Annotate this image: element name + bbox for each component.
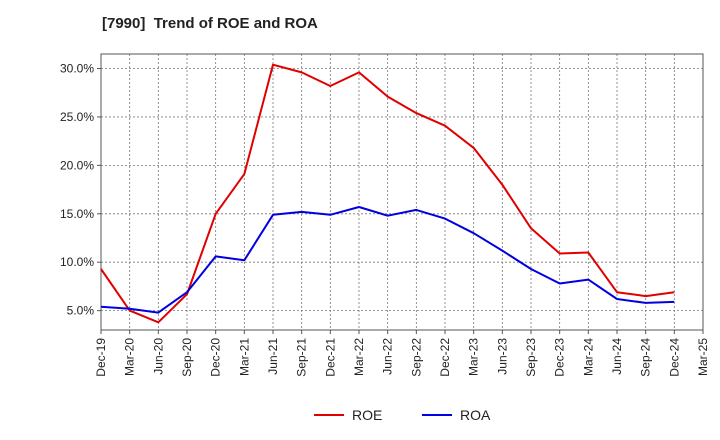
y-tick-label: 5.0%	[67, 304, 95, 318]
x-tick-label: Sep-22	[409, 338, 423, 377]
x-tick-label: Mar-20	[123, 338, 137, 376]
series-line-roa	[100, 206, 675, 314]
x-tick-label: Jun-22	[381, 338, 395, 375]
grid-vertical	[129, 54, 675, 330]
x-tick-label: Dec-22	[438, 338, 452, 377]
x-tick-label: Jun-20	[151, 338, 165, 375]
x-tick-label: Sep-24	[639, 338, 653, 377]
x-tick-label: Jun-21	[266, 338, 280, 375]
x-tick-label: Dec-23	[553, 338, 567, 377]
x-tick-label: Dec-19	[94, 338, 108, 377]
series-line-roe	[100, 63, 675, 324]
x-tick-label: Mar-25	[696, 338, 710, 376]
x-tick-label: Sep-23	[524, 338, 538, 377]
y-tick-label: 25.0%	[60, 110, 94, 124]
x-tick-label: Mar-23	[467, 338, 481, 376]
x-tick-label: Mar-22	[352, 338, 366, 376]
x-tick-label: Mar-24	[581, 338, 595, 376]
y-tick-label: 10.0%	[60, 255, 94, 269]
x-tick-label: Dec-20	[209, 338, 223, 377]
legend-label-roe: ROE	[352, 407, 382, 423]
plot-area	[101, 54, 703, 330]
y-tick-label: 30.0%	[60, 62, 94, 76]
x-tick-label: Sep-21	[295, 338, 309, 377]
series-lines	[100, 63, 675, 324]
y-tick-label: 15.0%	[60, 207, 94, 221]
x-tick-label: Mar-21	[237, 338, 251, 376]
chart-title: [7990] Trend of ROE and ROA	[102, 15, 318, 32]
legend-label-roa: ROA	[460, 407, 491, 423]
plot-border	[100, 53, 704, 331]
y-axis: 5.0% 10.0% 15.0% 20.0% 25.0% 30.0%	[60, 62, 101, 318]
y-tick-label: 20.0%	[60, 158, 94, 172]
x-axis: Dec-19 Mar-20 Jun-20 Sep-20 Dec-20 Mar-21 Jun-…	[94, 330, 710, 377]
x-tick-label: Dec-24	[667, 338, 681, 377]
legend: ROE ROA	[314, 407, 491, 423]
x-tick-label: Jun-24	[610, 338, 624, 375]
x-tick-label: Dec-21	[323, 338, 337, 377]
x-tick-label: Sep-20	[180, 338, 194, 377]
x-tick-label: Jun-23	[495, 338, 509, 375]
